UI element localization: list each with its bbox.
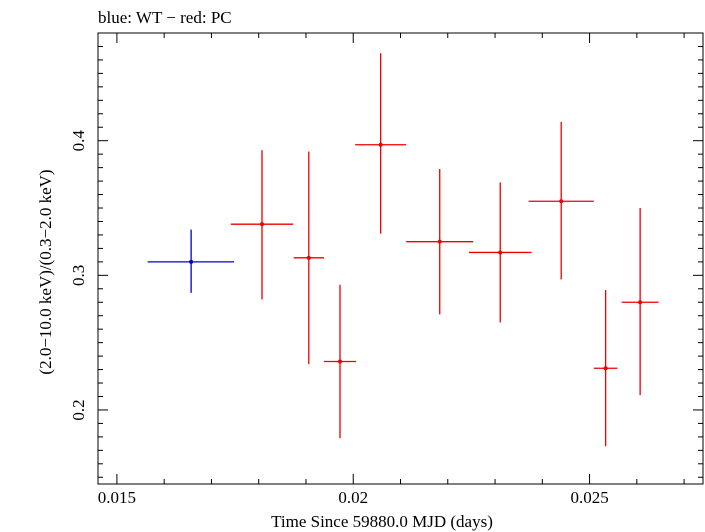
y-axis: 0.2 0.3 0.4 — [69, 32, 703, 478]
x-axis: 0.015 0.02 0.025 — [98, 33, 685, 507]
data-point — [638, 300, 643, 305]
y-tick-label: 0.3 — [69, 265, 88, 286]
series-wt — [147, 229, 235, 293]
series-pc — [230, 53, 659, 447]
data-point — [378, 142, 383, 147]
data-point — [603, 366, 608, 371]
data-point — [498, 250, 503, 255]
x-axis-label: Time Since 59880.0 MJD (days) — [271, 512, 493, 531]
y-tick-label: 0.4 — [69, 130, 88, 152]
x-tick-label: 0.025 — [570, 488, 608, 507]
data-point — [260, 222, 265, 227]
data-marks — [147, 53, 659, 447]
plot-frame — [97, 32, 704, 485]
data-point — [189, 259, 194, 264]
y-tick-label: 0.2 — [69, 399, 88, 420]
y-axis-label: (2.0−10.0 keV)/(0.3−2.0 keV) — [36, 169, 55, 374]
plot-border — [97, 32, 704, 485]
data-point — [559, 199, 564, 204]
x-tick-label: 0.02 — [338, 488, 368, 507]
chart-title: blue: WT − red: PC — [98, 8, 232, 27]
x-tick-label: 0.015 — [98, 488, 136, 507]
data-point — [437, 239, 442, 244]
data-point — [338, 359, 342, 364]
data-point — [306, 255, 311, 260]
